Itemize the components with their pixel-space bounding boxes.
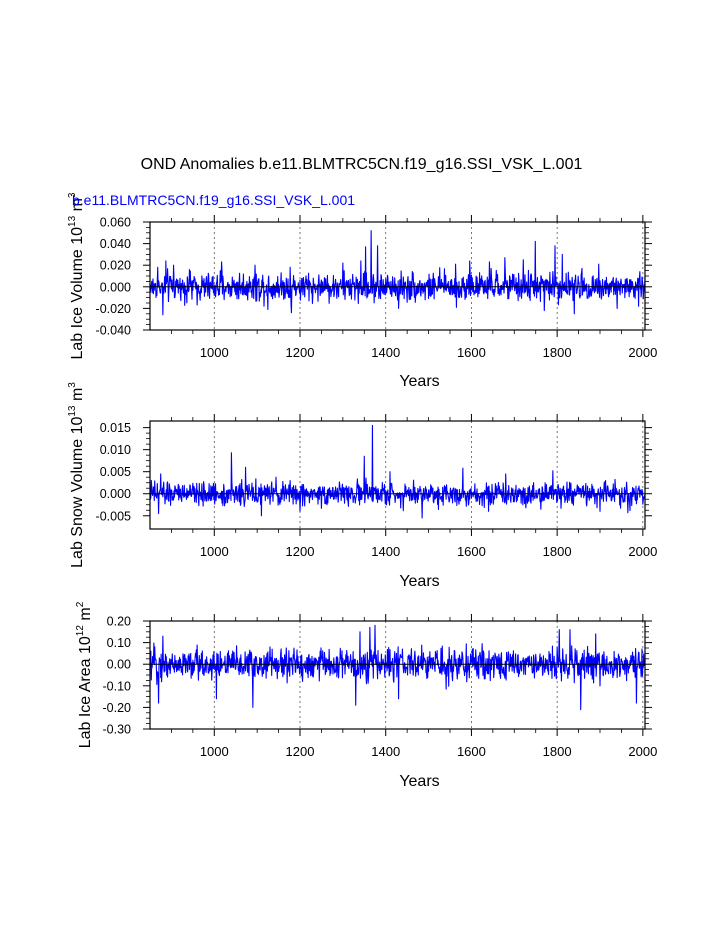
- x-tick-label: 1200: [286, 544, 315, 559]
- y-axis-label-unit-exponent: 3: [67, 192, 78, 198]
- x-tick-label: 1800: [543, 544, 572, 559]
- y-tick-label: -0.20: [103, 701, 132, 715]
- x-tick-label: 1000: [200, 744, 229, 759]
- y-tick-label: 0.000: [100, 280, 131, 294]
- x-tick-label: 1600: [457, 345, 486, 360]
- y-tick-label: 0.015: [100, 421, 131, 435]
- chart-panel-1: 1000 1200 1400 1600 1800 2000 -0.040 -0.020 0.00…: [67, 192, 657, 390]
- y-tick-label: 0.00: [107, 658, 131, 672]
- x-tick-label: 1800: [543, 345, 572, 360]
- y-axis-label-exponent: 12: [75, 625, 86, 637]
- y-tick-label: 0.010: [100, 443, 131, 457]
- plot-frame: [149, 620, 646, 730]
- y-axis-label: Lab Ice Volume 1013 m3: [67, 192, 86, 359]
- y-axis-label: Lab Ice Area 1012 m2: [75, 601, 94, 748]
- y-axis-label-text: Lab Ice Area 10: [77, 636, 94, 748]
- y-tick-label: 0.060: [100, 216, 131, 230]
- x-tick-label: 2000: [628, 544, 657, 559]
- y-tick-label: 0.005: [100, 465, 131, 479]
- y-tick-label: 0.020: [100, 259, 131, 273]
- series-line: [149, 624, 646, 711]
- x-tick-label: 1000: [200, 345, 229, 360]
- y-axis-label-text: Lab Snow Volume 10: [69, 417, 86, 568]
- series-line: [149, 230, 646, 316]
- y-tick-label: -0.10: [103, 679, 132, 693]
- y-tick-label: 0.20: [107, 615, 131, 629]
- y-tick-label: -0.020: [96, 302, 131, 316]
- x-tick-label: 1600: [457, 544, 486, 559]
- y-tick-label: 0.000: [100, 487, 131, 501]
- page-title: OND Anomalies b.e11.BLMTRC5CN.f19_g16.SS…: [140, 156, 583, 173]
- y-axis-label-unit: m: [69, 388, 86, 406]
- x-tick-label: 2000: [628, 744, 657, 759]
- x-tick-label: 1000: [200, 544, 229, 559]
- y-axis-label-unit-exponent: 2: [75, 601, 86, 607]
- y-tick-label: 0.040: [100, 237, 131, 251]
- series-line: [149, 424, 646, 519]
- chart-panel-2: 1000 1200 1400 1600 1800 2000 -0.005 0.000 0.005…: [67, 382, 657, 590]
- x-tick-label: 1200: [286, 345, 315, 360]
- y-tick-label: -0.30: [103, 723, 132, 737]
- x-axis-label: Years: [399, 773, 439, 790]
- x-axis-label: Years: [399, 373, 439, 390]
- y-axis-label-exponent: 13: [67, 405, 78, 417]
- y-axis-label: Lab Snow Volume 1013 m3: [67, 382, 86, 568]
- y-tick-label: -0.005: [96, 509, 131, 523]
- y-tick-label: -0.040: [96, 324, 131, 338]
- x-tick-label: 1600: [457, 744, 486, 759]
- y-axis-label-unit: m: [69, 198, 86, 216]
- chart-subtitle: b.e11.BLMTRC5CN.f19_g16.SSI_VSK_L.001: [72, 192, 355, 208]
- y-axis-label-exponent: 13: [67, 215, 78, 227]
- x-axis-label: Years: [399, 573, 439, 590]
- x-tick-label: 1200: [286, 744, 315, 759]
- y-axis-label-unit: m: [77, 607, 94, 625]
- chart-panel-3: 1000 1200 1400 1600 1800 2000 -0.30 -0.20 -0.10 0…: [75, 601, 657, 790]
- x-tick-label: 2000: [628, 345, 657, 360]
- x-tick-label: 1400: [371, 544, 400, 559]
- y-axis-label-unit-exponent: 3: [67, 382, 78, 388]
- x-tick-label: 1800: [543, 744, 572, 759]
- x-tick-label: 1400: [371, 744, 400, 759]
- y-tick-label: 0.10: [107, 636, 131, 650]
- y-axis-label-text: Lab Ice Volume 10: [69, 227, 86, 360]
- plot-frame: [149, 221, 646, 331]
- x-tick-label: 1400: [371, 345, 400, 360]
- plot-frame: [149, 420, 646, 530]
